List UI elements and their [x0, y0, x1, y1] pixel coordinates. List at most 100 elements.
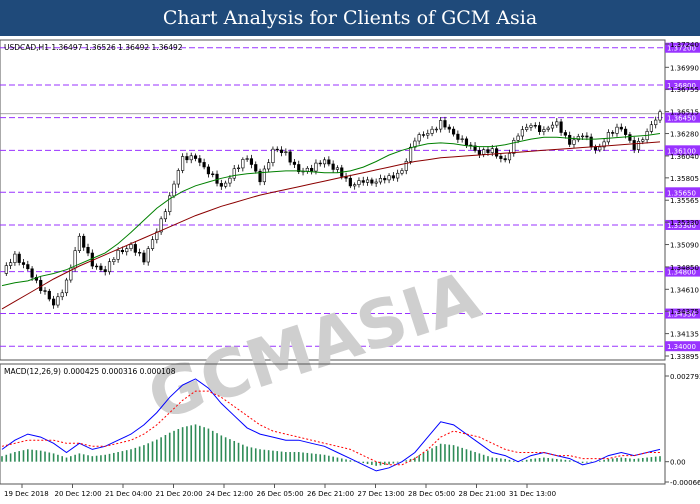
- candle-body: [581, 135, 585, 138]
- candle-body: [378, 178, 383, 183]
- chart-title: Chart Analysis for Clients of GCM Asia: [162, 7, 538, 29]
- level-tag: [665, 187, 700, 198]
- candle-body: [314, 162, 318, 172]
- level-tag: [665, 341, 700, 352]
- candle-body: [619, 126, 623, 130]
- candle-body: [120, 249, 125, 253]
- candle-body: [103, 269, 107, 273]
- level-label: 1.36800: [667, 82, 696, 90]
- candle-body: [391, 175, 395, 179]
- candle-body: [451, 128, 456, 135]
- candle-body: [654, 119, 658, 126]
- candle-body: [56, 296, 60, 306]
- candle-body: [219, 183, 223, 187]
- candle-body: [529, 125, 533, 128]
- candle-body: [95, 265, 99, 268]
- candle-body: [516, 135, 520, 141]
- y-tick-label: 1.34610: [670, 286, 699, 294]
- y-tick-label: 1.35330: [670, 219, 699, 227]
- level-label: 1.35300: [667, 222, 696, 230]
- candle-body: [572, 139, 576, 145]
- candle-body: [232, 168, 236, 179]
- candle-body: [258, 170, 262, 183]
- macd-panel: MACD(12,26,9) 0.000425 0.000316 0.000108…: [0, 363, 700, 487]
- x-tick-label: 28 Dec 21:00: [459, 490, 506, 498]
- candle-body: [4, 265, 8, 274]
- y-tick-label: 1.36040: [670, 153, 699, 161]
- candle-body: [525, 126, 529, 130]
- candle-body: [649, 124, 653, 132]
- candle-body: [464, 138, 469, 146]
- candle-body: [322, 159, 327, 165]
- candle-body: [9, 262, 13, 266]
- candle-body: [374, 181, 378, 184]
- level-tag: [665, 266, 700, 277]
- candle-body: [439, 120, 443, 130]
- level-tag: [665, 42, 700, 53]
- candle-body: [241, 159, 245, 169]
- candle-body: [228, 177, 232, 184]
- candle-body: [82, 235, 86, 248]
- level-label: 1.34350: [667, 311, 696, 319]
- macd-line: [1, 378, 661, 472]
- candle-body: [275, 148, 279, 151]
- candle-body: [47, 290, 51, 300]
- y-tick-label: 1.35565: [670, 197, 699, 205]
- candle-body: [13, 253, 17, 263]
- candle-body: [417, 134, 421, 142]
- candle-body: [537, 125, 542, 133]
- x-tick-label: 28 Dec 05:00: [408, 490, 455, 498]
- ma-slow-line: [1, 141, 661, 310]
- candle-body: [64, 279, 69, 294]
- macd-y-tick-label: 0.00: [670, 459, 686, 467]
- level-tag: [665, 112, 700, 123]
- candle-body: [224, 182, 228, 187]
- macd-y-tick-label: -0.000662: [670, 479, 700, 487]
- candle-body: [361, 180, 365, 183]
- candle-body: [297, 164, 301, 173]
- candle-body: [254, 164, 258, 172]
- y-tick-label: 1.34850: [670, 264, 699, 272]
- candle-body: [400, 170, 404, 174]
- x-tick-label: 21 Dec 20:00: [156, 490, 203, 498]
- candle-body: [555, 121, 559, 126]
- price-info-label: USDCAD,H1 1.36497 1.36526 1.36492 1.3649…: [4, 43, 183, 52]
- candle-body: [602, 141, 606, 148]
- candle-body: [512, 140, 516, 154]
- candle-body: [116, 249, 120, 260]
- x-tick-label: 26 Dec 21:00: [307, 490, 354, 498]
- candle-body: [327, 159, 331, 165]
- x-tick-label: 27 Dec 13:00: [358, 490, 405, 498]
- chart-svg: 1.37200 1.36800 1.36450 1.36100 1.35650 1.353…: [0, 36, 700, 500]
- candle-body: [370, 179, 374, 184]
- candle-body: [30, 268, 34, 278]
- x-tick-label: 20 Dec 12:00: [55, 490, 102, 498]
- candle-body: [284, 151, 288, 153]
- candle-body: [611, 132, 615, 134]
- level-label: 1.36450: [667, 115, 696, 123]
- candle-body: [202, 162, 206, 168]
- ma-fast-line: [1, 133, 661, 287]
- candle-body: [658, 111, 662, 121]
- candle-body: [460, 138, 464, 140]
- candle-body: [499, 155, 503, 159]
- candle-body: [482, 149, 486, 155]
- candle-body: [421, 134, 426, 136]
- signal-line: [1, 390, 660, 466]
- candle-body: [163, 211, 168, 220]
- candle-body: [632, 140, 636, 150]
- candle-body: [636, 140, 641, 150]
- candle-body: [456, 133, 460, 140]
- candle-body: [107, 261, 112, 273]
- level-label: 1.34800: [667, 269, 696, 277]
- candle-body: [185, 156, 189, 161]
- level-tag: [665, 80, 700, 91]
- candle-body: [348, 177, 352, 187]
- level-tag: [665, 145, 700, 156]
- candle-body: [43, 290, 47, 292]
- candle-body: [245, 158, 249, 160]
- macd-y-tick-label: 0.002793: [670, 373, 700, 381]
- candle-body: [17, 253, 21, 263]
- candle-body: [589, 136, 593, 148]
- candle-body: [533, 125, 537, 127]
